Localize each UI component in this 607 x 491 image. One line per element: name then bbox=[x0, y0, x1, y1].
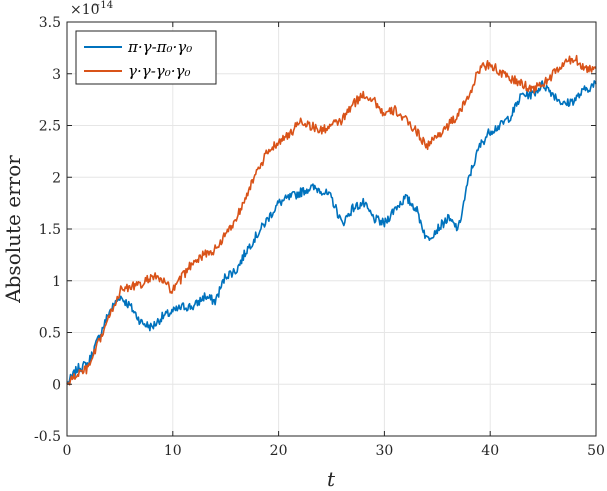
y-tick-label: -0.5 bbox=[34, 429, 61, 445]
legend-box bbox=[75, 30, 217, 85]
y-tick-label: 0 bbox=[52, 377, 61, 393]
x-tick-label: 10 bbox=[164, 443, 182, 459]
y-tick-label: 1 bbox=[52, 274, 61, 290]
series-lines bbox=[66, 54, 597, 386]
y-tick-label: 3.5 bbox=[39, 15, 61, 31]
y-tick-label: 1.5 bbox=[39, 222, 61, 238]
x-tick-label: 30 bbox=[375, 443, 393, 459]
y-axis-label: Absolute error bbox=[1, 155, 25, 304]
y-tick-label: 0.5 bbox=[39, 326, 61, 342]
y-exponent-power: −14 bbox=[92, 0, 113, 11]
x-tick-label: 40 bbox=[481, 443, 499, 459]
series-line-1 bbox=[66, 80, 597, 385]
y-tick-label: 2.5 bbox=[39, 119, 61, 135]
legend-entry-2: γ·γ-γ₀·γ₀ bbox=[128, 62, 191, 80]
series-line-2 bbox=[66, 54, 597, 386]
y-exponent-base: ×10 bbox=[70, 2, 100, 18]
x-axis-label: t bbox=[327, 467, 336, 491]
x-tick-label: 20 bbox=[270, 443, 288, 459]
legend: π·γ-π₀·γ₀ γ·γ-γ₀·γ₀ bbox=[75, 30, 217, 85]
y-tick-label: 3 bbox=[52, 67, 61, 83]
y-exponent: ×10 −14 bbox=[70, 0, 113, 18]
x-tick-label: 50 bbox=[587, 443, 605, 459]
y-tick-label: 2 bbox=[52, 170, 61, 186]
x-tick-label: 0 bbox=[63, 443, 72, 459]
ticks: 0 10 20 30 40 50-0.500.511.522.533.5 bbox=[34, 15, 605, 459]
legend-entry-1: π·γ-π₀·γ₀ bbox=[127, 38, 192, 56]
